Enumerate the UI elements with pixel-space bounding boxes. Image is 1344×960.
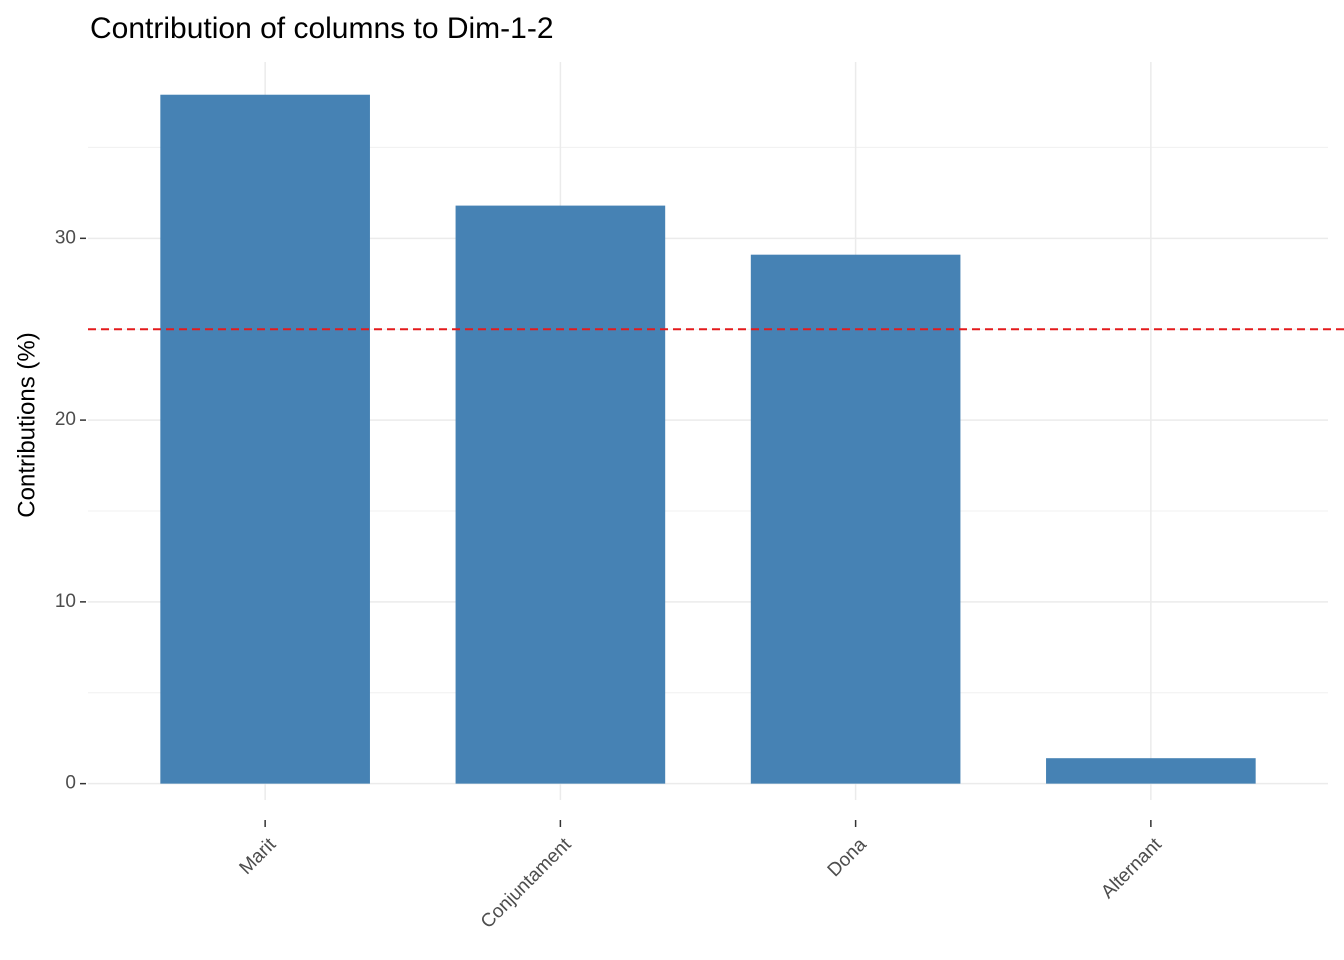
bar [1046,758,1256,784]
y-axis-label: Contributions (%) [13,332,40,517]
x-tick-label: Conjuntament [477,834,576,933]
bar [160,94,370,784]
y-tick-label: 0 [65,773,76,794]
y-tick-label: 20 [55,409,76,430]
bar [750,254,961,784]
bar [455,205,666,784]
y-tick-label: 30 [55,227,76,248]
chart-title: Contribution of columns to Dim-1-2 [90,12,554,45]
y-tick-label: 10 [55,591,76,612]
x-tick-label: Alternant [1097,834,1166,903]
x-tick-label: Dona [824,834,871,881]
x-tick-label: Marit [236,834,281,879]
